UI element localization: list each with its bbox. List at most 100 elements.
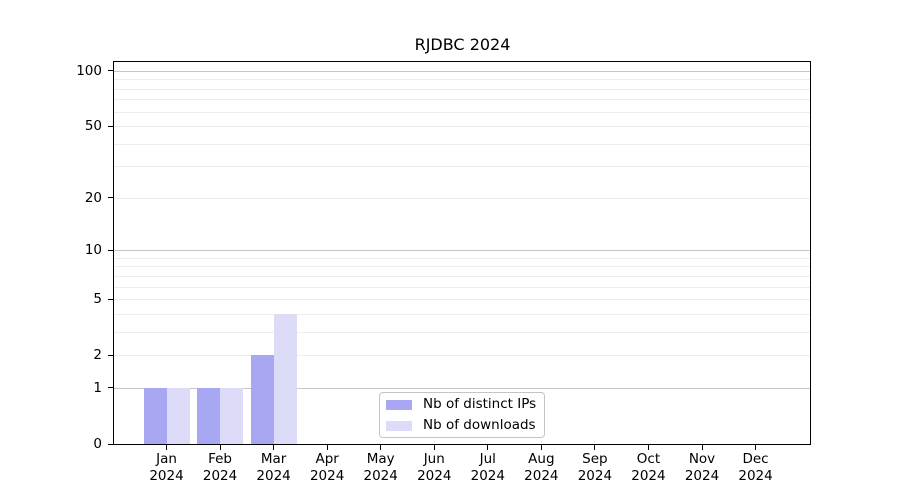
axis-spine-top [113, 61, 811, 62]
x-tick-year: 2024 [256, 468, 291, 484]
x-tick-month: Feb [208, 451, 232, 467]
x-tick-label-apr: Apr 2024 [295, 451, 359, 485]
chart-title: RJDBC 2024 [414, 35, 511, 54]
y-tick-label-100: 100 [76, 62, 102, 79]
x-tick-year: 2024 [417, 468, 452, 484]
y-tick-mark-50 [108, 125, 114, 127]
y-tick-mark-10 [108, 249, 114, 251]
x-tick-mark-may [380, 445, 382, 450]
y-tick-label-10: 10 [84, 242, 102, 259]
x-tick-year: 2024 [363, 468, 398, 484]
y-tick-label-1: 1 [93, 379, 102, 396]
gridline-minor-90 [114, 79, 810, 81]
axis-spine-left [113, 61, 114, 445]
axis-spine-right [810, 61, 811, 445]
x-tick-month: Oct [636, 451, 661, 467]
gridline-minor-60 [114, 111, 810, 113]
legend-item-downloads: Nb of downloads [386, 416, 544, 435]
legend-label-downloads: Nb of downloads [423, 417, 536, 433]
x-tick-month: May [366, 451, 395, 467]
y-tick-label-20: 20 [84, 189, 102, 206]
x-tick-label-may: May 2024 [349, 451, 413, 485]
gridline-minor-6 [114, 286, 810, 288]
gridline-minor-40 [114, 143, 810, 145]
x-tick-year: 2024 [631, 468, 666, 484]
x-tick-year: 2024 [577, 468, 613, 484]
legend-swatch-downloads [386, 420, 412, 431]
x-tick-month: Apr [315, 451, 339, 467]
x-tick-label-mar: Mar 2024 [242, 451, 306, 485]
gridline-minor-3 [114, 331, 810, 333]
x-tick-month: Dec [742, 451, 769, 467]
x-tick-mark-nov [701, 445, 703, 450]
x-tick-mark-aug [540, 445, 542, 450]
x-tick-mark-mar [273, 445, 275, 450]
gridline-minor-30 [114, 166, 810, 168]
x-tick-label-nov: Nov 2024 [670, 451, 734, 485]
x-tick-month: Jul [479, 451, 496, 467]
x-tick-month: Aug [528, 451, 555, 467]
y-tick-label-50: 50 [84, 118, 102, 135]
x-tick-mark-jul [487, 445, 489, 450]
gridline-minor-50 [114, 126, 810, 128]
gridline-minor-2 [114, 355, 810, 357]
gridline-major-10 [114, 250, 810, 252]
gridline-minor-9 [114, 257, 810, 259]
x-tick-year: 2024 [202, 468, 238, 484]
y-tick-label-5: 5 [93, 291, 102, 308]
x-tick-mark-feb [219, 445, 221, 450]
y-tick-mark-5 [108, 298, 114, 300]
x-tick-label-jan: Jan 2024 [135, 451, 199, 485]
axis-spine-bottom [113, 444, 811, 445]
gridline-minor-5 [114, 299, 810, 301]
legend-label-distinct-ips: Nb of distinct IPs [423, 396, 537, 412]
y-tick-mark-0 [108, 443, 114, 445]
bar-downloads-jan [166, 387, 190, 444]
gridline-minor-80 [114, 88, 810, 90]
x-tick-year: 2024 [149, 468, 184, 484]
legend-item-distinct-ips: Nb of distinct IPs [386, 395, 544, 414]
legend-swatch-distinct-ips [386, 399, 412, 410]
bar-downloads-feb [220, 387, 244, 444]
x-tick-month: Jun [423, 451, 445, 467]
y-tick-label-0: 0 [93, 436, 102, 452]
x-tick-label-oct: Oct 2024 [616, 451, 680, 485]
gridline-major-100 [114, 70, 810, 72]
x-tick-mark-dec [755, 445, 757, 450]
gridline-major-1 [114, 387, 810, 389]
legend: Nb of distinct IPs Nb of downloads [379, 392, 545, 438]
x-tick-month: Jan [156, 451, 177, 467]
bar-distinct-ips-mar [250, 355, 274, 444]
x-tick-month: Mar [260, 451, 287, 467]
x-tick-mark-oct [647, 445, 649, 450]
x-tick-label-dec: Dec 2024 [724, 451, 788, 485]
x-tick-year: 2024 [684, 468, 720, 484]
x-tick-label-aug: Aug 2024 [509, 451, 573, 485]
gridline-minor-20 [114, 197, 810, 199]
y-tick-mark-100 [108, 70, 114, 72]
x-tick-year: 2024 [524, 468, 559, 484]
bar-distinct-ips-jan [143, 387, 167, 444]
x-tick-mark-jan [166, 445, 167, 450]
x-tick-mark-apr [326, 445, 328, 450]
y-tick-mark-20 [108, 197, 114, 199]
x-tick-mark-jun [433, 445, 435, 450]
x-tick-mark-sep [594, 445, 596, 450]
bar-downloads-mar [273, 313, 297, 444]
x-tick-year: 2024 [470, 468, 505, 484]
x-tick-month: Nov [688, 451, 716, 467]
x-tick-year: 2024 [738, 468, 773, 484]
y-tick-mark-1 [108, 387, 114, 389]
x-tick-month: Sep [582, 451, 608, 467]
bar-distinct-ips-feb [197, 387, 221, 444]
gridline-minor-4 [114, 313, 810, 315]
x-tick-label-jun: Jun 2024 [402, 451, 466, 485]
x-tick-label-sep: Sep 2024 [563, 451, 627, 485]
gridline-minor-8 [114, 266, 810, 268]
gridline-minor-7 [114, 275, 810, 277]
y-tick-label-2: 2 [93, 347, 102, 364]
x-tick-label-jul: Jul 2024 [456, 451, 520, 485]
plot-area [114, 61, 810, 444]
y-tick-mark-2 [108, 354, 114, 356]
